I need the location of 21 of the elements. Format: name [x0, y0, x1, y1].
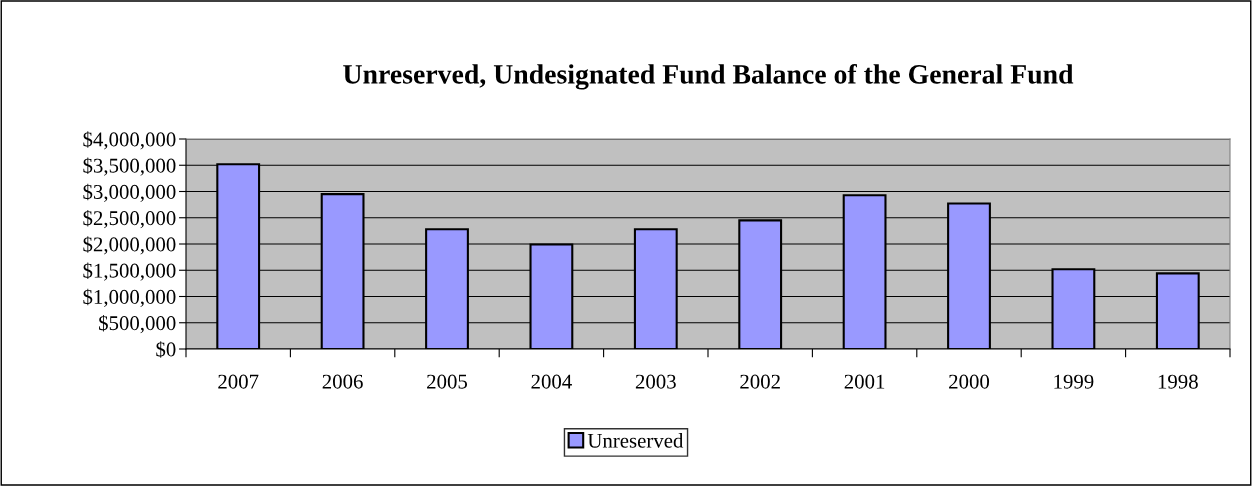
y-tick-label: $1,500,000: [83, 262, 176, 281]
legend-label: Unreserved: [587, 433, 684, 448]
x-tick-label: 2005: [427, 374, 468, 389]
y-tick-label: $0: [156, 341, 176, 358]
chart-title: Unreserved, Undesignated Fund Balance of the General Fund: [343, 63, 1074, 90]
y-tick-label: $3,000,000: [83, 183, 176, 202]
y-tick-label: $1,000,000: [83, 288, 176, 307]
y-tick-label: $500,000: [99, 314, 176, 334]
x-tick-label: 2003: [635, 374, 676, 389]
x-tick-label: 2001: [844, 374, 885, 389]
y-tick-label: $2,000,000: [83, 236, 176, 255]
x-tick-label: 1999: [1054, 374, 1094, 389]
x-tick-label: 2004: [531, 374, 572, 389]
y-tick-label: $2,500,000: [83, 209, 176, 229]
y-tick-label: $4,000,000: [83, 131, 176, 150]
x-tick-label: 2006: [322, 374, 363, 389]
x-tick-label: 2002: [740, 374, 780, 389]
y-tick-label: $3,500,000: [83, 157, 176, 176]
x-tick-label: 2000: [949, 374, 990, 389]
x-tick-label: 1998: [1158, 374, 1198, 389]
x-tick-label: 2007: [218, 374, 259, 389]
